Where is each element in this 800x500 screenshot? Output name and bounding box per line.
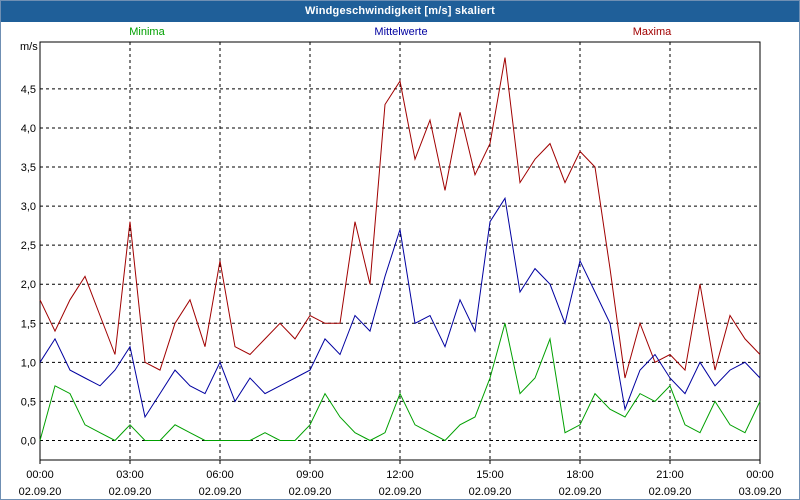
x-tick-time: 15:00 — [476, 469, 504, 481]
window-title: Windgeschwindigkeit [m/s] skaliert — [1, 1, 799, 22]
x-tick-date: 02.09.20 — [109, 486, 152, 498]
y-tick-label: 2,0 — [21, 279, 36, 291]
x-tick-time: 03:00 — [116, 469, 144, 481]
series-lines — [39, 57, 761, 442]
y-tick-label: 1,0 — [21, 357, 36, 369]
x-tick-time: 21:00 — [656, 469, 684, 481]
legend: Minima Mittelwerte Maxima — [129, 26, 672, 38]
x-tick-time: 00:00 — [746, 469, 774, 481]
y-tick-label: 2,5 — [21, 240, 36, 252]
y-tick-label: 4,5 — [21, 84, 36, 96]
x-tick-date: 02.09.20 — [19, 486, 62, 498]
y-tick-label: 1,5 — [21, 318, 36, 330]
plot-frame — [39, 41, 761, 464]
x-tick-date: 02.09.20 — [199, 486, 242, 498]
y-axis-label: m/s — [20, 41, 38, 53]
series-line-maxima — [39, 57, 761, 379]
y-tick-label: 3,5 — [21, 162, 36, 174]
x-tick-date: 02.09.20 — [289, 486, 332, 498]
x-tick-date: 02.09.20 — [379, 486, 422, 498]
x-tick-date: 02.09.20 — [559, 486, 602, 498]
y-tick-label: 3,0 — [21, 201, 36, 213]
legend-maxima: Maxima — [633, 26, 672, 38]
x-tick-time: 18:00 — [566, 469, 594, 481]
x-tick-time: 06:00 — [206, 469, 234, 481]
x-tick-time: 12:00 — [386, 469, 414, 481]
series-line-minima — [39, 323, 761, 442]
series-line-mittelwerte — [39, 196, 761, 419]
y-tick-label: 4,0 — [21, 123, 36, 135]
x-tick-time: 00:00 — [26, 469, 54, 481]
x-tick-date: 02.09.20 — [649, 486, 692, 498]
x-tick-date: 03.09.20 — [739, 486, 782, 498]
y-tick-label: 0,0 — [21, 435, 36, 447]
x-tick-labels: 00:00 02.09.20 03:00 02.09.20 06:00 02.09.20 0… — [19, 469, 782, 498]
legend-minima: Minima — [129, 26, 165, 38]
legend-mittelwerte: Mittelwerte — [374, 26, 427, 38]
y-tick-label: 0,5 — [21, 396, 36, 408]
y-tick-labels: 0,0 0,5 1,0 1,5 2,0 2,5 3,0 3,5 4,0 4,5 — [21, 84, 36, 448]
x-tick-time: 09:00 — [296, 469, 324, 481]
grid-lines — [40, 42, 760, 460]
x-tick-date: 02.09.20 — [469, 486, 512, 498]
